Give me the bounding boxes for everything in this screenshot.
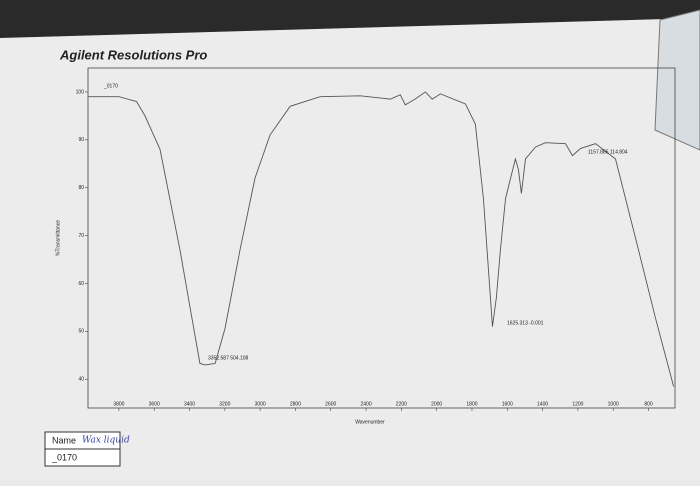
y-tick-label: 80 — [78, 185, 84, 191]
x-tick-label: 1600 — [502, 401, 513, 407]
x-tick-label: 3200 — [219, 401, 230, 407]
name-value: Wax liquid — [82, 436, 130, 446]
x-tick-label: 3400 — [184, 401, 195, 407]
x-tick-label: 3800 — [113, 401, 124, 407]
peak-annotation: 3352.587 504.108 — [208, 355, 249, 361]
plot-frame — [87, 67, 676, 409]
y-tick-label: 50 — [78, 329, 84, 335]
edge-object — [654, 9, 700, 151]
x-tick-label: 800 — [644, 401, 653, 407]
y-tick-label: 70 — [78, 233, 84, 239]
y-tick-label: 60 — [78, 281, 84, 287]
x-tick-label: 2800 — [290, 401, 301, 407]
spectrum-line — [88, 91, 675, 387]
peak-annotation: 1157.885 114.804 — [588, 149, 628, 155]
y-tick-label: 90 — [78, 137, 84, 143]
x-tick-label: 3600 — [149, 401, 160, 407]
x-tick-label: 3000 — [255, 401, 266, 407]
y-tick-label: 100 — [76, 89, 85, 95]
x-tick-label: 2400 — [360, 401, 371, 407]
y-axis-label: %Transmittance — [55, 220, 61, 256]
x-tick-label: 2600 — [325, 401, 336, 407]
x-tick-label: 2000 — [431, 401, 442, 407]
background — [0, 0, 700, 38]
name-label: Name — [52, 435, 76, 445]
x-axis-label: Wavenumber — [355, 419, 385, 425]
sample-id: _0170 — [51, 452, 77, 462]
series-label: _0170 — [103, 83, 118, 89]
y-tick-label: 40 — [78, 377, 84, 383]
x-tick-label: 1400 — [537, 401, 548, 407]
peak-annotation: 1625.313 -0.001 — [507, 320, 544, 326]
x-tick-label: 1000 — [608, 401, 619, 407]
chart-title: Agilent Resolutions Pro — [59, 47, 207, 62]
x-tick-label: 2200 — [396, 401, 407, 407]
x-tick-label: 1800 — [466, 401, 477, 407]
x-tick-label: 1200 — [572, 401, 583, 407]
